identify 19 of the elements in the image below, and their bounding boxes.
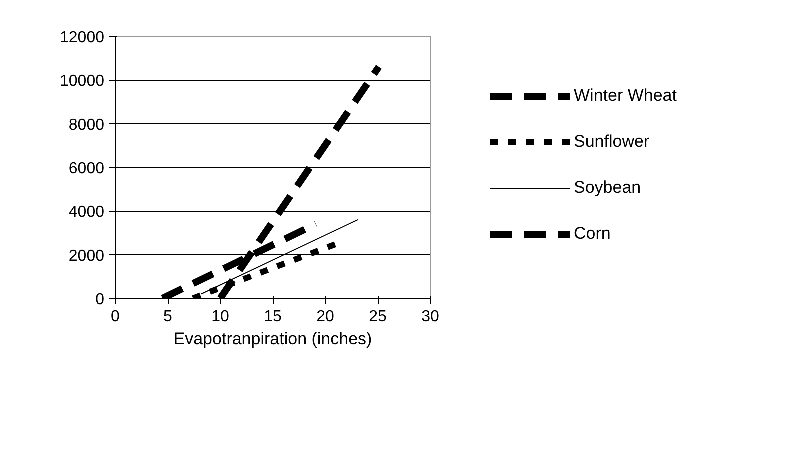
y-tick-label: 10000	[60, 73, 105, 90]
x-tick-label: 30	[422, 308, 440, 326]
x-tick-label: 5	[164, 308, 173, 326]
legend-label: Sunflower	[574, 132, 651, 152]
y-tick-label: 6000	[68, 160, 105, 178]
legend-label: Soybean	[574, 178, 642, 198]
x-tick-label: 20	[316, 308, 334, 326]
y-tick-label: 4000	[68, 204, 105, 222]
legend-label: Winter Wheat	[574, 86, 677, 106]
y-tick-label: 0	[96, 292, 105, 308]
x-axis-title: Evapotranpiration (inches)	[174, 330, 372, 348]
y-tick-label: 8000	[68, 116, 105, 134]
x-tick-label: 0	[111, 308, 120, 326]
y-tick-label: 2000	[68, 248, 105, 265]
y-tick-label: 12000	[60, 30, 105, 46]
legend-label: Corn	[574, 224, 612, 244]
x-tick-label: 25	[369, 308, 387, 326]
x-tick-label: 15	[264, 308, 282, 326]
x-tick-label: 10	[212, 308, 230, 326]
